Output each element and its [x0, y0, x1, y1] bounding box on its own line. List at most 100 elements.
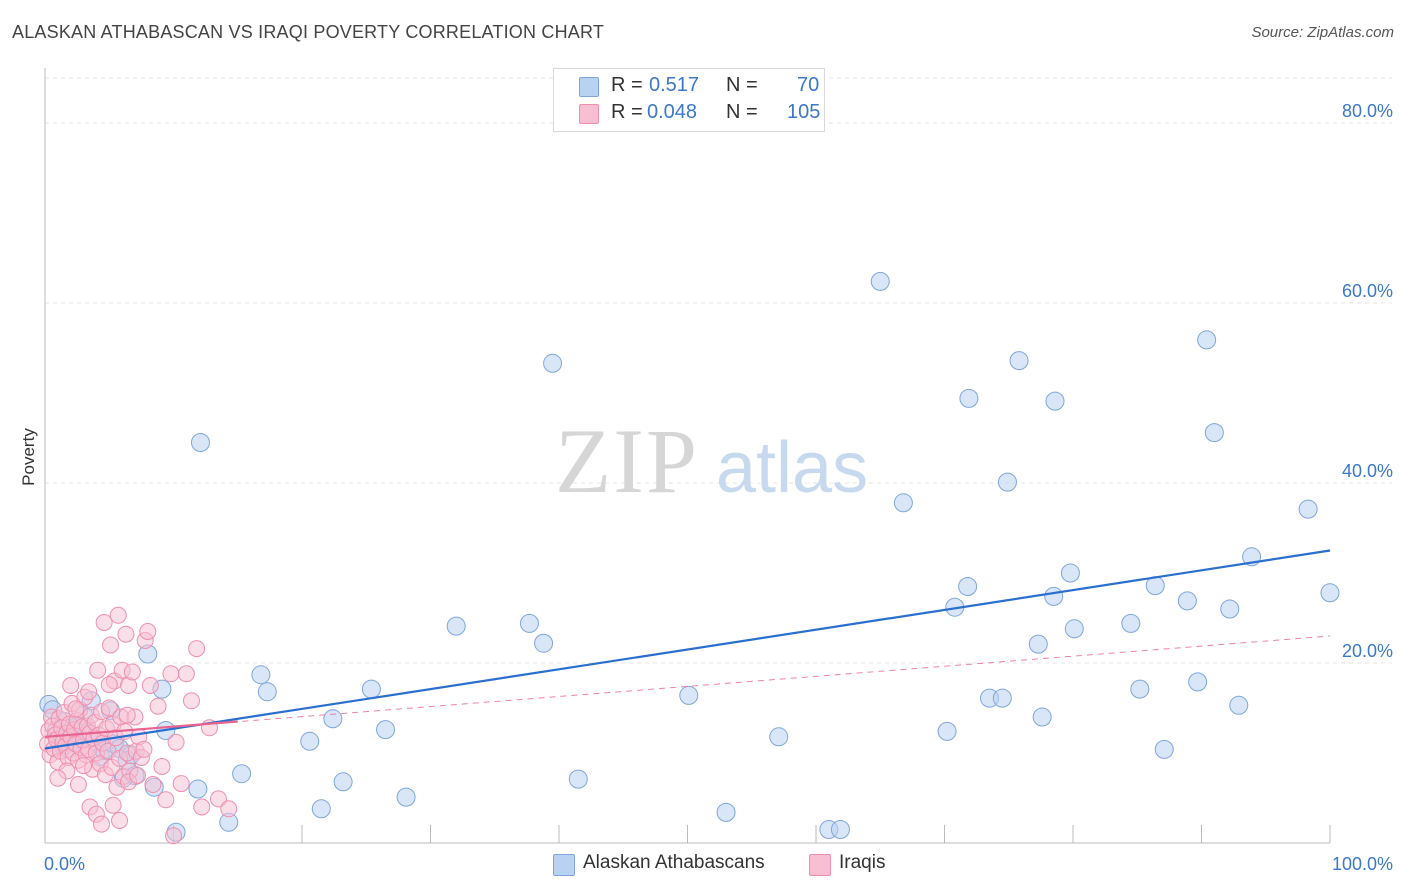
data-point-iraqis [220, 800, 238, 818]
data-point-alaskan-athabascans [716, 802, 736, 822]
y-tick-label: 20.0% [1342, 641, 1393, 661]
data-point-iraqis [104, 796, 122, 814]
data-point-alaskan-athabascans [1130, 679, 1150, 699]
data-point-iraqis [182, 692, 200, 710]
data-point-alaskan-athabascans [543, 353, 563, 373]
data-point-iraqis [129, 767, 147, 784]
data-point-alaskan-athabascans [1028, 634, 1048, 654]
source-credit: Source: ZipAtlas.com [1251, 24, 1394, 41]
x-tick-label: 0.0% [44, 854, 85, 874]
data-point-alaskan-athabascans [893, 493, 913, 513]
data-point-iraqis [193, 798, 211, 816]
data-point-alaskan-athabascans [323, 709, 343, 729]
data-point-iraqis [149, 697, 167, 715]
bottom-legend-swatch-pink [809, 854, 831, 876]
data-point-iraqis [144, 776, 162, 793]
data-point-iraqis [177, 665, 195, 683]
legend-swatch-blue [579, 77, 599, 97]
data-point-iraqis [100, 676, 118, 694]
data-point-alaskan-athabascans [830, 820, 850, 839]
watermark: ZIP atlas [555, 410, 868, 512]
data-point-iraqis [102, 636, 120, 654]
data-point-alaskan-athabascans [534, 633, 554, 653]
data-point-alaskan-athabascans [1032, 707, 1052, 727]
y-tick-label: 60.0% [1342, 281, 1393, 301]
data-point-iraqis [95, 614, 113, 631]
data-point-alaskan-athabascans [311, 799, 331, 819]
data-point-alaskan-athabascans [300, 731, 320, 751]
data-point-alaskan-athabascans [190, 433, 210, 452]
data-point-iraqis [188, 640, 206, 658]
data-point-iraqis [209, 790, 227, 808]
bottom-legend-swatch-blue [553, 854, 575, 876]
data-point-alaskan-athabascans [679, 685, 699, 705]
data-point-iraqis [100, 699, 118, 717]
series-alaskan-athabascans [39, 271, 1340, 842]
data-point-alaskan-athabascans [1121, 613, 1141, 633]
y-tick-label: 40.0% [1342, 461, 1393, 481]
data-point-iraqis [157, 791, 175, 809]
trend-lines [44, 549, 1331, 750]
data-point-alaskan-athabascans [1177, 591, 1197, 611]
data-point-alaskan-athabascans [396, 787, 416, 807]
data-point-alaskan-athabascans [870, 271, 890, 291]
legend-n-label: N = [726, 101, 758, 123]
data-point-alaskan-athabascans [1197, 330, 1217, 350]
data-point-iraqis [135, 740, 153, 758]
tick-labels: 20.0% 40.0% 60.0% 80.0% 0.0% 100.0% [44, 101, 1393, 874]
data-point-iraqis [139, 623, 157, 640]
data-point-alaskan-athabascans [1220, 599, 1240, 619]
legend-n-value: 105 [787, 101, 821, 123]
data-point-alaskan-athabascans [997, 472, 1017, 492]
watermark-atlas: atlas [716, 428, 868, 508]
data-point-alaskan-athabascans [958, 577, 978, 596]
data-point-iraqis [123, 663, 141, 681]
gridlines [45, 77, 1392, 664]
x-tick-label: 100.0% [1332, 854, 1393, 874]
data-point-alaskan-athabascans [959, 388, 979, 408]
data-point-alaskan-athabascans [1188, 672, 1208, 692]
data-point-alaskan-athabascans [333, 772, 353, 792]
correlation-legend: R = 0.517 N = 70 R = 0.048 N = 105 [553, 68, 825, 132]
data-point-iraqis [165, 827, 182, 845]
data-point-iraqis [118, 706, 136, 724]
data-point-iraqis [75, 757, 93, 775]
legend-n-label: N = [726, 74, 758, 96]
data-point-iraqis [67, 700, 85, 718]
legend-r-value: 0.048 [647, 101, 698, 123]
data-point-alaskan-athabascans [1045, 391, 1065, 411]
legend-n-value: 70 [797, 74, 820, 96]
data-point-alaskan-athabascans [257, 682, 277, 702]
data-point-iraqis [89, 661, 107, 679]
legend-r-value: 0.517 [649, 74, 700, 96]
data-point-alaskan-athabascans [769, 727, 789, 747]
data-point-alaskan-athabascans [519, 613, 539, 633]
data-point-iraqis [172, 775, 190, 793]
legend-r-label: R = [611, 74, 643, 96]
trend-line-alaskan-athabascans [44, 549, 1331, 750]
data-point-alaskan-athabascans [937, 721, 957, 741]
trend-line-iraqis-extended [44, 635, 1331, 738]
legend-r-label: R = [611, 101, 643, 123]
data-point-alaskan-athabascans [1320, 583, 1340, 603]
data-point-iraqis [162, 665, 180, 683]
y-axis-label: Poverty [19, 428, 38, 486]
data-point-alaskan-athabascans [251, 665, 271, 685]
data-point-alaskan-athabascans [1229, 695, 1249, 715]
bottom-legend-label: Iraqis [839, 852, 886, 873]
data-point-alaskan-athabascans [568, 769, 588, 789]
data-point-alaskan-athabascans [1204, 423, 1224, 443]
data-point-iraqis [109, 606, 127, 624]
data-point-alaskan-athabascans [1044, 586, 1064, 606]
trend-line-iraqis [44, 720, 238, 738]
data-point-alaskan-athabascans [232, 764, 252, 784]
series-iraqis [39, 606, 238, 845]
data-point-alaskan-athabascans [361, 679, 381, 699]
data-point-iraqis [62, 677, 80, 694]
data-point-iraqis [69, 776, 87, 793]
data-point-alaskan-athabascans [188, 779, 208, 799]
y-tick-label: 80.0% [1342, 101, 1393, 121]
data-point-iraqis [111, 812, 129, 829]
data-point-alaskan-athabascans [1060, 563, 1080, 583]
